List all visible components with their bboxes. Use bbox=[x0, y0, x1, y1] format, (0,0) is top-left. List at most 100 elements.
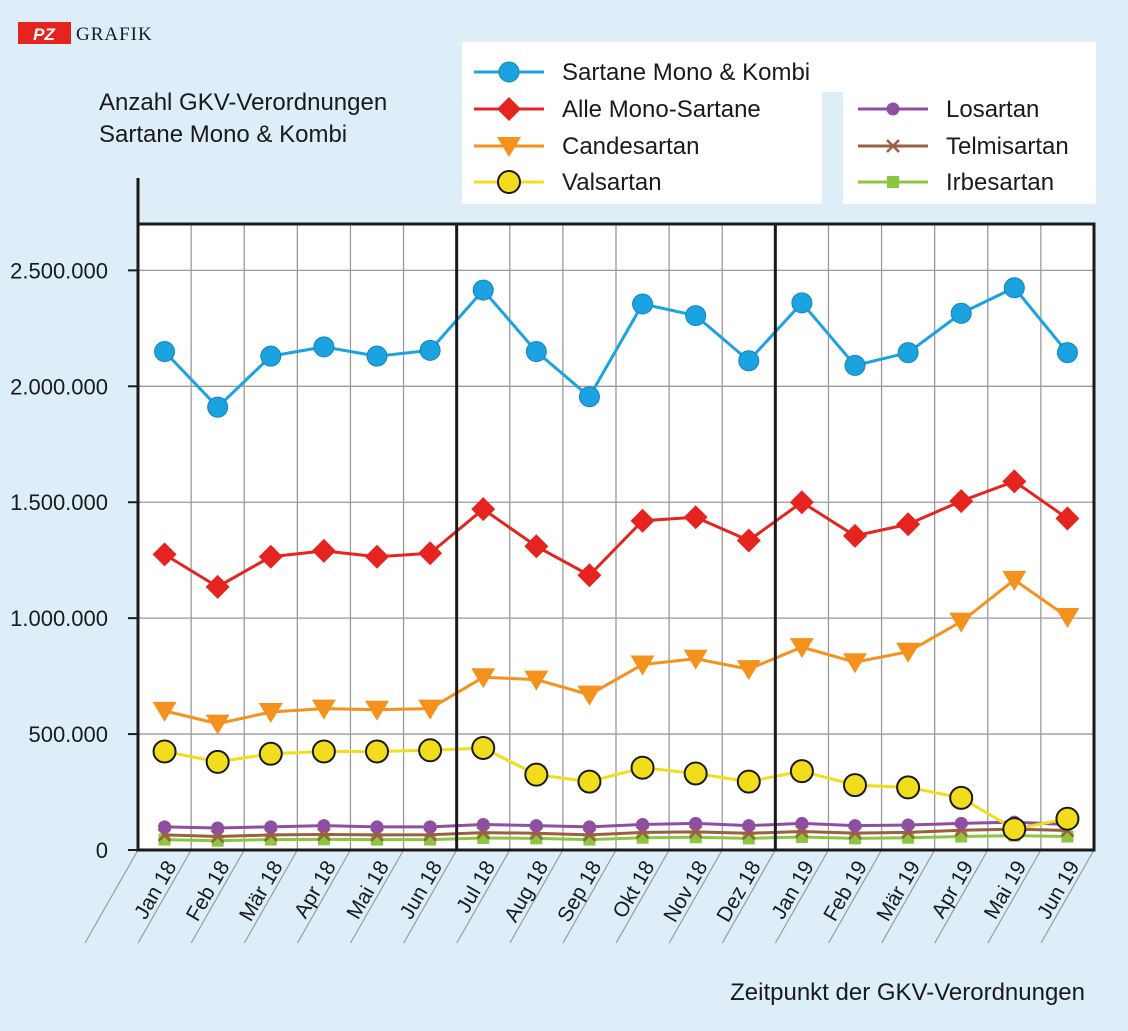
data-point bbox=[1002, 570, 1027, 591]
data-point bbox=[950, 302, 972, 324]
legend-swatch-marker bbox=[498, 61, 520, 83]
series-1 bbox=[152, 469, 1080, 599]
data-point bbox=[311, 538, 336, 563]
legend-swatch-marker bbox=[497, 97, 521, 121]
data-point bbox=[843, 773, 867, 798]
data-point bbox=[636, 817, 650, 831]
data-point bbox=[152, 701, 177, 722]
x-tick-label: Nov 18 bbox=[659, 857, 712, 926]
legend-label: Valsartan bbox=[562, 169, 662, 196]
data-point bbox=[1056, 342, 1078, 364]
brand-label: GRAFIK bbox=[76, 24, 153, 45]
x-tick-label: Dez 18 bbox=[712, 857, 765, 926]
tick-diagonal bbox=[934, 849, 989, 944]
data-point bbox=[370, 820, 384, 834]
data-point bbox=[529, 819, 543, 833]
tick-diagonal bbox=[403, 849, 458, 944]
legend-item: Sartane Mono & Kombi bbox=[474, 59, 810, 86]
data-point bbox=[472, 279, 494, 301]
y-tick-label: 2.500.000 bbox=[10, 258, 108, 283]
data-point bbox=[205, 574, 230, 599]
data-point bbox=[954, 816, 968, 830]
legend-swatch-marker bbox=[886, 102, 900, 116]
data-point bbox=[264, 820, 278, 834]
tick-diagonal bbox=[509, 849, 564, 944]
data-point bbox=[683, 505, 708, 530]
legend: Sartane Mono & Kombi Alle Mono-Sartane Can… bbox=[474, 59, 1069, 196]
data-point bbox=[949, 612, 974, 633]
data-point bbox=[419, 339, 441, 361]
data-point bbox=[736, 660, 761, 681]
x-tick-label: Aug 18 bbox=[500, 857, 553, 926]
tick-diagonals bbox=[84, 849, 1095, 944]
legend-panel-top bbox=[462, 42, 1096, 92]
legend-swatch-marker bbox=[497, 137, 521, 157]
data-point bbox=[1002, 817, 1027, 842]
data-point bbox=[896, 775, 921, 800]
x-tick-label: Mär 18 bbox=[235, 857, 288, 925]
tick-diagonal bbox=[881, 849, 936, 944]
brand-badge-box bbox=[18, 22, 71, 44]
legend-label: Losartan bbox=[946, 96, 1039, 123]
data-point bbox=[205, 749, 230, 774]
tick-diagonal bbox=[243, 849, 298, 944]
data-point bbox=[896, 512, 921, 537]
data-point bbox=[524, 762, 549, 787]
data-point bbox=[260, 345, 282, 367]
data-point bbox=[685, 305, 707, 327]
data-point bbox=[630, 508, 655, 533]
data-point bbox=[577, 563, 602, 588]
data-point bbox=[365, 739, 389, 764]
x-tick-label: Feb 18 bbox=[182, 857, 235, 925]
tick-diagonal bbox=[137, 849, 192, 944]
data-point bbox=[736, 769, 761, 794]
data-point bbox=[689, 816, 703, 830]
data-point bbox=[949, 489, 974, 514]
y-tick-label: 1.000.000 bbox=[10, 606, 108, 631]
data-point bbox=[1055, 506, 1080, 531]
legend-swatch-marker bbox=[886, 139, 900, 153]
data-point bbox=[207, 396, 229, 418]
x-tick-label: Apr 18 bbox=[290, 857, 341, 922]
data-point bbox=[1055, 806, 1080, 831]
data-point bbox=[418, 738, 443, 763]
legend-swatch-marker bbox=[887, 176, 899, 188]
data-point bbox=[577, 685, 602, 706]
data-point bbox=[738, 350, 760, 372]
tick-diagonal bbox=[721, 849, 776, 944]
tick-diagonal bbox=[615, 849, 670, 944]
y-tick-label: 500.000 bbox=[28, 722, 108, 747]
x-tick-label: Sep 18 bbox=[553, 857, 606, 926]
brand-badge: PZ bbox=[33, 25, 55, 44]
data-point bbox=[582, 820, 596, 834]
series-0 bbox=[154, 277, 1078, 418]
brand-logo: PZ GRAFIK bbox=[18, 22, 153, 45]
data-point bbox=[311, 739, 336, 764]
data-point bbox=[418, 699, 443, 720]
data-point bbox=[313, 336, 335, 358]
data-point bbox=[789, 638, 814, 659]
tick-diagonal bbox=[456, 849, 511, 944]
data-point bbox=[843, 523, 867, 548]
data-point bbox=[311, 699, 336, 720]
data-point bbox=[154, 341, 176, 363]
series-line bbox=[164, 834, 1068, 843]
data-point bbox=[1055, 607, 1080, 628]
y-axis-ticks: 0 500.000 1.000.000 1.500.000 2.000.000 2.500… bbox=[10, 258, 138, 863]
data-point bbox=[630, 755, 655, 780]
data-point bbox=[896, 642, 921, 663]
data-point bbox=[1002, 469, 1027, 494]
x-tick-label: Okt 18 bbox=[609, 857, 660, 922]
data-point bbox=[365, 544, 389, 569]
data-point bbox=[524, 534, 549, 559]
tick-diagonal bbox=[84, 849, 139, 944]
legend-item: Irbesartan bbox=[858, 169, 1054, 196]
data-point bbox=[632, 293, 654, 315]
x-tick-label: Jul 18 bbox=[452, 857, 500, 917]
data-point bbox=[848, 819, 862, 833]
data-point bbox=[843, 653, 867, 674]
tick-diagonal bbox=[668, 849, 723, 944]
tick-diagonal bbox=[1040, 849, 1095, 944]
data-point bbox=[525, 341, 547, 363]
y-tick-label: 0 bbox=[96, 838, 108, 863]
